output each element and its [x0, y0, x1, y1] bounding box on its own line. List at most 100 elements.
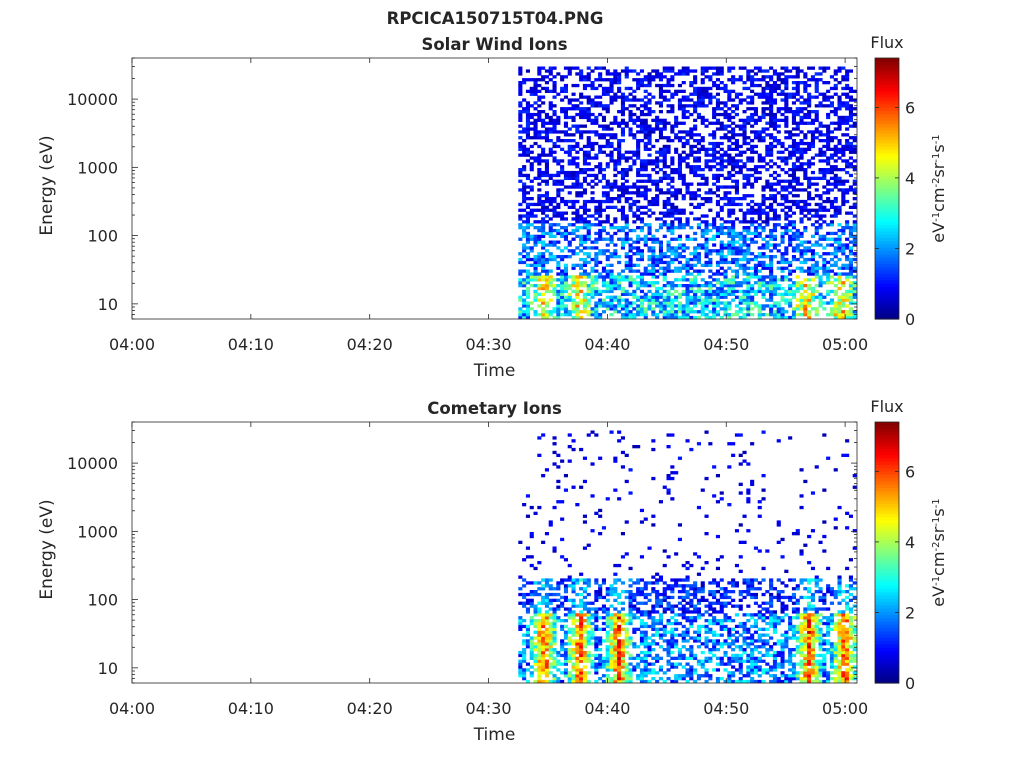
colorbar-segment	[875, 133, 899, 137]
x-tick-label: 05:00	[822, 699, 868, 718]
colorbar-segment	[875, 451, 899, 456]
colorbar-segment	[875, 562, 899, 567]
colorbar-segment	[875, 110, 899, 115]
colorbar-segment	[875, 152, 899, 157]
colorbar-segment	[875, 80, 899, 85]
colorbar-segment	[875, 201, 899, 206]
colorbar-segment	[875, 523, 899, 527]
colorbar-segment	[875, 77, 899, 82]
colorbar-segment	[875, 126, 899, 131]
colorbar-segment	[875, 195, 899, 199]
colorbar-segment	[875, 594, 899, 599]
y-tick-label: 10	[98, 295, 118, 314]
x-tick-label: 04:20	[347, 699, 393, 718]
colorbar-segment	[875, 168, 899, 173]
colorbar-segment	[875, 159, 899, 163]
x-tick-label: 04:40	[584, 699, 630, 718]
axes-frame	[131, 57, 858, 320]
colorbar-segment	[875, 444, 899, 449]
colorbar-segment	[875, 188, 899, 193]
colorbar-segment	[875, 477, 899, 482]
colorbar-segment	[875, 230, 899, 235]
colorbar-segment	[875, 113, 899, 118]
colorbar-segment	[875, 276, 899, 281]
colorbar-segment	[875, 71, 899, 75]
colorbar-segment	[875, 273, 899, 278]
colorbar-segment	[875, 513, 899, 518]
colorbar-segment	[875, 552, 899, 557]
colorbar-segment	[875, 627, 899, 632]
colorbar-segment	[875, 435, 899, 439]
colorbar-segment	[875, 64, 899, 69]
axes-frame	[131, 421, 858, 684]
panel-title: Solar Wind Ions	[421, 35, 567, 54]
colorbar-segment	[875, 621, 899, 625]
colorbar-segment	[875, 532, 899, 537]
colorbar-segment	[875, 136, 899, 141]
colorbar-segment	[875, 660, 899, 665]
y-tick-label: 1000	[77, 522, 118, 541]
colorbar-segment	[875, 162, 899, 167]
colorbar-segment	[875, 74, 899, 79]
y-tick-label: 100	[87, 227, 118, 246]
colorbar-segment	[875, 142, 899, 147]
colorbar-segment	[875, 191, 899, 196]
spectrogram	[518, 430, 857, 684]
y-tick-label: 10	[98, 659, 118, 678]
colorbar-tick-label: 6	[905, 462, 915, 481]
colorbar-segment	[875, 257, 899, 261]
colorbar-segment	[875, 305, 899, 310]
y-axis-label: Energy (eV)	[37, 499, 57, 599]
colorbar-segment	[875, 250, 899, 255]
colorbar-segment	[875, 178, 899, 183]
colorbar-segment	[875, 266, 899, 271]
colorbar-segment	[875, 93, 899, 98]
colorbar-segment	[875, 279, 899, 284]
colorbar-segment	[875, 572, 899, 576]
colorbar-segment	[875, 663, 899, 668]
colorbar-tick-label: 4	[905, 169, 915, 188]
y-tick-label: 10000	[67, 90, 118, 109]
colorbar-segment	[875, 487, 899, 492]
colorbar-segment	[875, 461, 899, 466]
colorbar-segment	[875, 240, 899, 245]
colorbar-segment	[875, 637, 899, 642]
x-tick-label: 04:40	[584, 335, 630, 354]
colorbar-segment	[875, 139, 899, 144]
colorbar-segment	[875, 656, 899, 661]
colorbar-segment	[875, 208, 899, 212]
colorbar-frame	[874, 57, 900, 320]
x-tick-label: 04:00	[109, 699, 155, 718]
colorbar-segment	[875, 119, 899, 124]
colorbar-segment	[875, 309, 899, 314]
colorbar-segment	[875, 500, 899, 505]
colorbar-segment	[875, 653, 899, 658]
colorbar-segment	[875, 289, 899, 294]
colorbar-segment	[875, 614, 899, 619]
colorbar-segment	[875, 575, 899, 580]
colorbar-segment	[875, 149, 899, 154]
colorbar-segment	[875, 666, 899, 671]
colorbar-segment	[875, 428, 899, 433]
colorbar-segment	[875, 198, 899, 203]
colorbar-segment	[875, 549, 899, 554]
colorbar-segment	[875, 299, 899, 304]
colorbar-segment	[875, 624, 899, 629]
colorbar-segment	[875, 185, 899, 190]
colorbar-segment	[875, 146, 899, 150]
colorbar-segment	[875, 217, 899, 222]
colorbar-segment	[875, 129, 899, 134]
colorbar-title: Flux	[870, 397, 903, 416]
colorbar: 0 2 4 6 Flux eV-1cm-2sr-1s-1	[870, 33, 948, 329]
panel-cometary-ions: 04:00 04:10 04:20 04:30 04:40 04:50 05:00 10 100…	[37, 397, 948, 745]
colorbar-segment	[875, 106, 899, 111]
colorbar-segment	[875, 214, 899, 219]
colorbar-tick-label: 0	[905, 310, 915, 329]
colorbar-segment	[875, 676, 899, 681]
colorbar-tick-label: 2	[905, 603, 915, 622]
colorbar-segment	[875, 263, 899, 268]
y-axis-label: Energy (eV)	[37, 135, 57, 235]
colorbar-segment	[875, 292, 899, 297]
colorbar-segment	[875, 100, 899, 105]
colorbar-segment	[875, 679, 899, 684]
